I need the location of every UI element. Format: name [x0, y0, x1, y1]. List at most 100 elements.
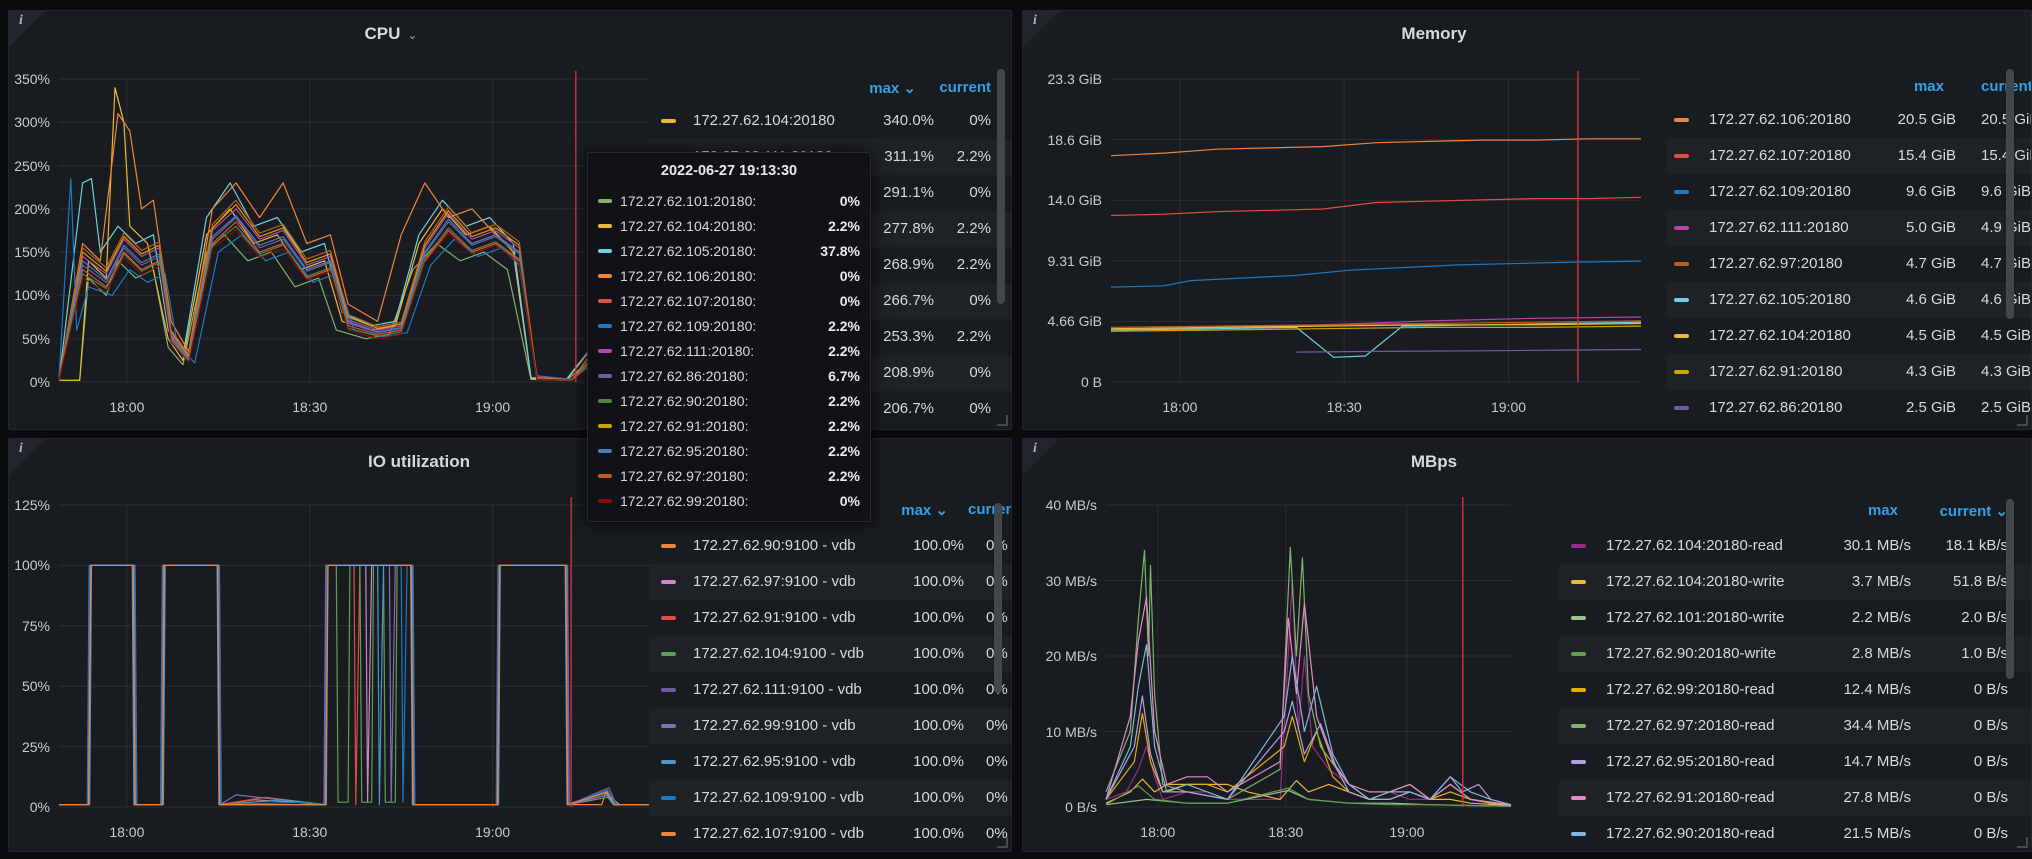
legend-max-value: 14.7 MB/s	[1843, 753, 1911, 770]
legend-header-max[interactable]: max	[1913, 78, 1944, 95]
panel-resize-handle[interactable]	[2017, 837, 2028, 848]
legend-scrollbar-thumb[interactable]	[994, 503, 1002, 693]
series-line	[1105, 596, 1512, 807]
panel-info-corner[interactable]: i	[1023, 439, 1059, 475]
series-line	[1110, 260, 1642, 288]
panel-resize-handle[interactable]	[997, 415, 1008, 426]
panel-io-utilization: i IO utilization 125% 100% 75% 50% 25% 0% 18:0…	[8, 438, 1012, 852]
legend-series-name[interactable]: 172.27.62.91:9100 - vdb	[693, 609, 856, 626]
legend-series-name[interactable]: 172.27.62.95:9100 - vdb	[693, 753, 856, 770]
legend-current-value: 0%	[986, 717, 1008, 734]
legend-scrollbar-thumb[interactable]	[2006, 499, 2014, 679]
x-axis-label: 18:00	[1162, 399, 1198, 415]
legend-series-swatch	[1674, 226, 1689, 230]
panel-resize-handle[interactable]	[997, 837, 1008, 848]
legend-max-value: 100.0%	[913, 789, 964, 806]
legend-series-name[interactable]: 172.27.62.99:20180-read	[1606, 681, 1775, 698]
y-axis-label: 100%	[14, 287, 50, 304]
panel-title-mbps[interactable]: MBps	[1410, 452, 1458, 471]
tooltip-series-name: 172.27.62.91:20180:	[620, 417, 749, 434]
legend-series-name[interactable]: 172.27.62.106:20180	[1709, 111, 1851, 128]
x-axis-label: 19:00	[1389, 824, 1425, 840]
tooltip-series-row: 172.27.62.101:20180: 0%	[598, 188, 860, 213]
legend-current-value: 2.5 GiB	[1981, 399, 2032, 416]
panel-info-corner[interactable]: i	[9, 439, 45, 475]
legend-current-value: 0 B/s	[1973, 789, 2008, 806]
legend-series-name[interactable]: 172.27.62.107:9100 - vdb	[693, 825, 864, 842]
legend-series-name[interactable]: 172.27.62.97:9100 - vdb	[693, 573, 856, 590]
legend-series-name[interactable]: 172.27.62.105:20180	[1709, 291, 1851, 308]
legend-series-name[interactable]: 172.27.62.101:20180-write	[1606, 609, 1785, 626]
panel-title-io[interactable]: IO utilization	[368, 452, 470, 471]
legend-current-value: 2.0 B/s	[1961, 609, 2008, 626]
tooltip-series-row: 172.27.62.105:20180: 37.8%	[598, 238, 860, 263]
legend-header-max[interactable]: max ⌄	[901, 502, 948, 519]
series-line	[1110, 196, 1642, 217]
legend-scrollbar-thumb[interactable]	[997, 69, 1005, 304]
legend-series-name[interactable]: 172.27.62.111:20180	[1709, 219, 1849, 236]
legend-series-name[interactable]: 172.27.62.104:9100 - vdb	[693, 645, 864, 662]
tooltip-series-name: 172.27.62.105:20180:	[620, 242, 757, 259]
legend-series-name[interactable]: 172.27.62.90:20180-read	[1606, 825, 1775, 842]
panel-resize-handle[interactable]	[2017, 415, 2028, 426]
panel-mbps: i MBps 40 MB/s 30 MB/s 20 MB/s 10 MB/s 0 B/s…	[1022, 438, 2032, 852]
legend-current-value: 2.2%	[956, 148, 991, 165]
legend-series-name[interactable]: 172.27.62.90:9100 - vdb	[693, 537, 856, 554]
legend-series-name[interactable]: 172.27.62.104:20180	[1709, 327, 1851, 344]
tooltip-series-row: 172.27.62.95:20180: 2.2%	[598, 438, 860, 463]
tooltip-series-swatch	[598, 473, 612, 478]
x-axis-label: 18:00	[109, 399, 145, 415]
legend-max-value: 2.2 MB/s	[1851, 609, 1911, 626]
cpu-chart[interactable]	[9, 11, 1012, 430]
legend-series-name[interactable]: 172.27.62.95:20180-read	[1606, 753, 1775, 770]
legend-series-name[interactable]: 172.27.62.104:20180-read	[1606, 537, 1783, 554]
info-icon: i	[1033, 13, 1037, 28]
io-chart[interactable]	[9, 439, 1012, 852]
series-line	[1110, 138, 1641, 157]
tooltip-series-row: 172.27.62.97:20180: 2.2%	[598, 463, 860, 488]
series-line	[1110, 321, 1642, 358]
legend-series-name[interactable]: 172.27.62.99:9100 - vdb	[693, 717, 856, 734]
legend-series-name[interactable]: 172.27.62.97:20180	[1709, 255, 1843, 272]
legend-series-name[interactable]: 172.27.62.91:20180-read	[1606, 789, 1775, 806]
legend-max-value: 2.5 GiB	[1905, 399, 1956, 416]
legend-max-value: 12.4 MB/s	[1843, 681, 1911, 698]
mbps-chart[interactable]	[1023, 439, 2032, 852]
series-line	[58, 203, 650, 381]
info-icon: i	[19, 441, 23, 456]
tooltip-series-value: 0%	[839, 267, 860, 284]
legend-header-current[interactable]: current	[968, 501, 1011, 518]
memory-chart[interactable]	[1023, 11, 2032, 430]
panel-title-memory[interactable]: Memory	[1401, 24, 1467, 43]
y-axis-label: 50%	[21, 678, 50, 695]
legend-series-name[interactable]: 172.27.62.97:20180-read	[1606, 717, 1775, 734]
legend-series-name[interactable]: 172.27.62.104:20180-write	[1606, 573, 1785, 590]
legend-series-name[interactable]: 172.27.62.90:20180-write	[1606, 645, 1777, 662]
panel-title-cpu[interactable]: CPU ⌄	[364, 24, 418, 43]
y-axis-label: 0 B	[1080, 374, 1102, 390]
legend-max-value: 100.0%	[913, 717, 964, 734]
legend-scrollbar-thumb[interactable]	[2006, 69, 2014, 319]
series-line	[58, 208, 650, 381]
legend-header-max[interactable]: max ⌄	[869, 80, 916, 97]
legend-series-name[interactable]: 172.27.62.104:20180	[693, 112, 835, 129]
y-axis-label: 20 MB/s	[1045, 648, 1097, 664]
tooltip-series-row: 172.27.62.107:20180: 0%	[598, 288, 860, 313]
legend-series-name[interactable]: 172.27.62.107:20180	[1709, 147, 1851, 164]
legend-series-name[interactable]: 172.27.62.109:20180	[1709, 183, 1851, 200]
legend-header-current[interactable]: current ⌄	[1939, 503, 2008, 520]
legend-series-name[interactable]: 172.27.62.86:20180	[1709, 399, 1843, 416]
panel-info-corner[interactable]: i	[1023, 11, 1059, 47]
y-axis-label: 50%	[21, 330, 50, 347]
legend-series-name[interactable]: 172.27.62.109:9100 - vdb	[693, 789, 864, 806]
legend-series-name[interactable]: 172.27.62.111:9100 - vdb	[693, 681, 862, 698]
tooltip-series-row: 172.27.62.109:20180: 2.2%	[598, 313, 860, 338]
legend-series-swatch	[661, 832, 676, 836]
legend-series-name[interactable]: 172.27.62.91:20180	[1709, 363, 1843, 380]
legend-series-swatch	[1571, 580, 1586, 584]
panel-info-corner[interactable]: i	[9, 11, 45, 47]
legend-header-current[interactable]: current	[939, 79, 991, 96]
tooltip-series-swatch	[598, 298, 612, 303]
legend-header-max[interactable]: max	[1867, 502, 1898, 519]
